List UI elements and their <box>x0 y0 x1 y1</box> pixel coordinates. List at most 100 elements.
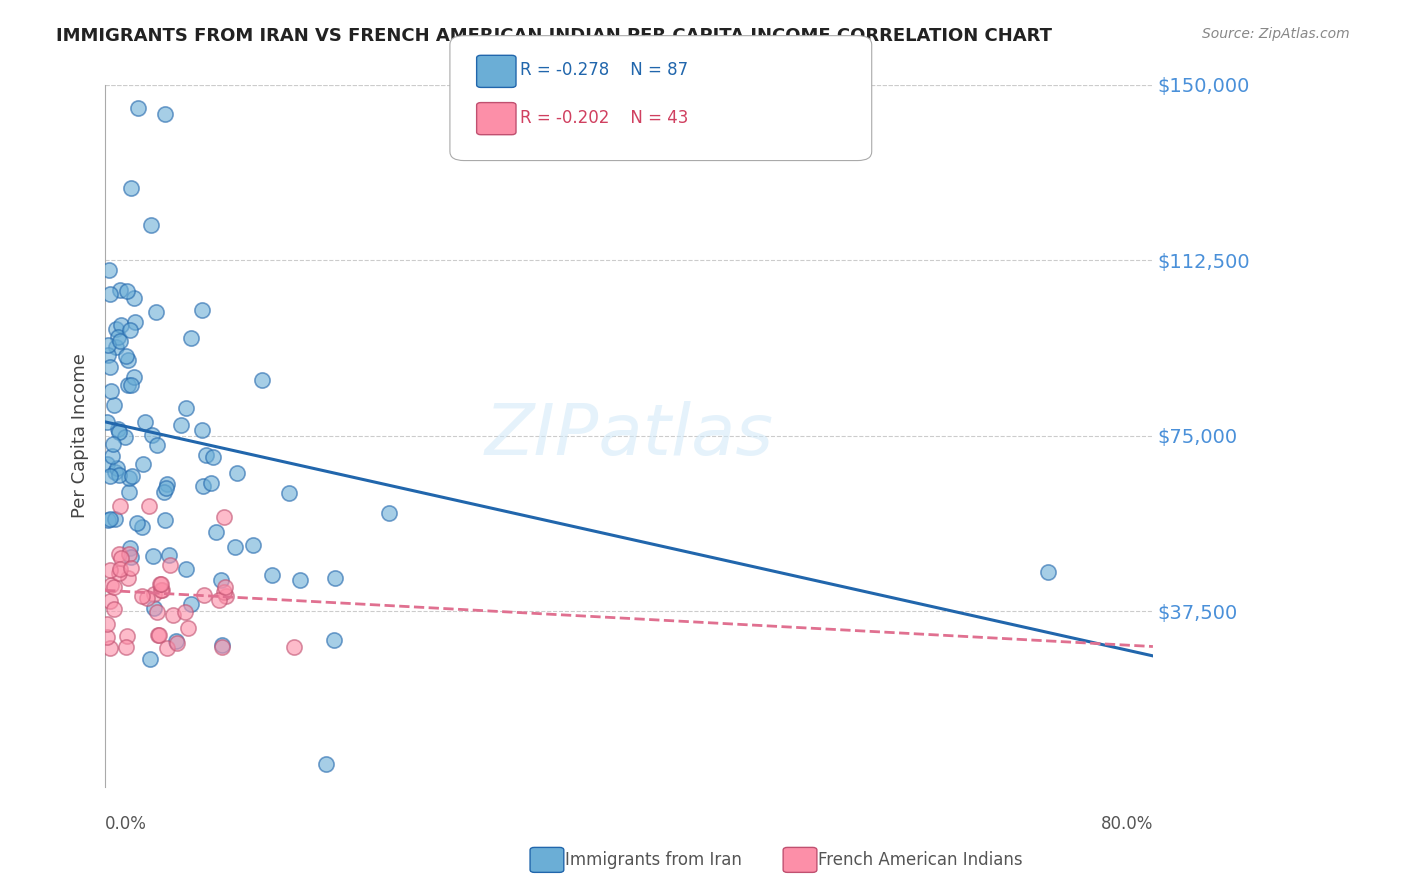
Point <box>98 469 121 483</box>
Text: Source: ZipAtlas.com: Source: ZipAtlas.com <box>1202 27 1350 41</box>
Point <box>162 607 184 622</box>
Point <box>103 398 125 412</box>
Point <box>120 561 142 575</box>
Point <box>108 499 131 513</box>
Point <box>211 638 233 652</box>
Point <box>114 430 136 444</box>
Point <box>131 589 153 603</box>
Point <box>315 756 337 771</box>
Point <box>150 582 173 597</box>
Point <box>122 291 145 305</box>
Point <box>194 449 217 463</box>
Point <box>115 349 138 363</box>
Point <box>202 450 225 465</box>
Point <box>98 263 121 277</box>
Text: R = -0.278    N = 87: R = -0.278 N = 87 <box>520 61 689 78</box>
Point <box>105 340 128 354</box>
Point <box>139 652 162 666</box>
Point <box>104 512 127 526</box>
Point <box>108 334 131 349</box>
Point <box>146 605 169 619</box>
Point <box>209 573 232 587</box>
Point <box>193 588 215 602</box>
Point <box>98 563 121 577</box>
Text: IMMIGRANTS FROM IRAN VS FRENCH AMERICAN INDIAN PER CAPITA INCOME CORRELATION CHA: IMMIGRANTS FROM IRAN VS FRENCH AMERICAN … <box>56 27 1052 45</box>
Point <box>132 457 155 471</box>
Point <box>107 330 129 344</box>
Point <box>121 468 143 483</box>
Point <box>252 373 274 387</box>
Point <box>323 632 346 647</box>
Point <box>288 573 311 587</box>
Point <box>149 577 172 591</box>
Point <box>214 585 236 599</box>
Point <box>114 640 136 654</box>
Point <box>108 562 131 576</box>
Point <box>225 467 247 481</box>
Point <box>96 616 118 631</box>
Point <box>108 283 131 297</box>
Point <box>177 621 200 635</box>
Point <box>173 605 195 619</box>
Point <box>117 353 139 368</box>
Point <box>115 629 138 643</box>
Text: 80.0%: 80.0% <box>1101 815 1153 833</box>
Text: R = -0.202    N = 43: R = -0.202 N = 43 <box>520 109 689 127</box>
Point <box>214 510 236 524</box>
Text: French American Indians: French American Indians <box>818 851 1024 869</box>
Point <box>108 547 131 561</box>
Point <box>98 360 121 375</box>
Point <box>124 370 146 384</box>
Point <box>98 641 121 656</box>
Point <box>110 551 132 566</box>
Point <box>96 514 118 528</box>
Point <box>98 594 121 608</box>
Point <box>105 322 128 336</box>
Point <box>96 630 118 644</box>
Point <box>180 330 202 344</box>
Point <box>103 436 125 450</box>
Point <box>138 499 160 513</box>
Point <box>153 485 176 500</box>
Point <box>135 591 157 606</box>
Point <box>205 524 228 539</box>
Point <box>323 571 346 585</box>
Point <box>180 597 202 611</box>
Point <box>118 541 141 556</box>
Point <box>1036 565 1059 579</box>
Point <box>107 566 129 580</box>
Point <box>242 538 264 552</box>
Point <box>97 348 120 362</box>
Point <box>96 457 118 471</box>
Point <box>120 377 142 392</box>
Point <box>165 633 187 648</box>
Point <box>108 425 131 439</box>
Point <box>148 628 170 642</box>
Point <box>156 477 179 491</box>
Point <box>146 438 169 452</box>
Point <box>200 476 222 491</box>
Point <box>118 547 141 561</box>
Point <box>118 485 141 500</box>
Point <box>191 302 214 317</box>
Point <box>208 593 231 607</box>
Text: ZIPatlas: ZIPatlas <box>485 401 773 470</box>
Point <box>191 423 214 437</box>
Point <box>262 567 284 582</box>
Point <box>191 478 214 492</box>
Point <box>103 580 125 594</box>
Point <box>166 635 188 649</box>
Point <box>146 628 169 642</box>
Point <box>174 401 197 415</box>
Point <box>142 549 165 563</box>
Point <box>134 415 156 429</box>
Point <box>155 482 177 496</box>
Point <box>145 305 167 319</box>
Point <box>174 562 197 576</box>
Text: Immigrants from Iran: Immigrants from Iran <box>565 851 742 869</box>
Point <box>107 460 129 475</box>
Point <box>139 219 162 233</box>
Point <box>118 323 141 337</box>
Point <box>120 550 142 565</box>
Point <box>100 384 122 398</box>
